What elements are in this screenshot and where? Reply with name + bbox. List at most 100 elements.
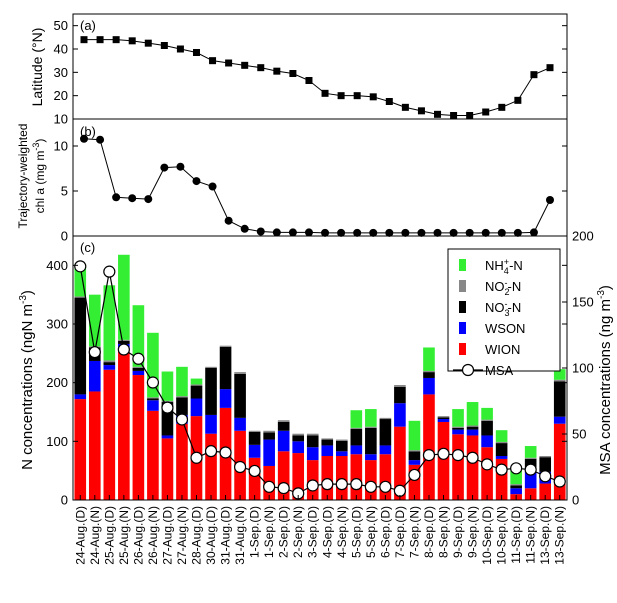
bar-segment-no2-n — [277, 420, 290, 422]
legend-label-wion: WION — [485, 342, 520, 357]
data-point — [385, 228, 394, 237]
bar-segment-no2-n — [234, 372, 246, 374]
panel-c-y-ticks-left: 0 100 200 300 400 — [46, 258, 567, 508]
data-point — [337, 228, 346, 237]
data-point — [144, 39, 152, 47]
msa-point — [451, 449, 465, 462]
panel-c-x-ticks: 24-Aug.(D) 24-Aug.(N) 25-Aug.(D) 25-Aug.(N)… — [73, 495, 567, 565]
y-tick-label: 100 — [46, 434, 68, 449]
msa-point — [233, 460, 247, 474]
bar-segment-wion — [350, 454, 363, 500]
data-point — [417, 228, 426, 237]
bar-segment-no3-n — [118, 341, 130, 344]
msa-point — [306, 479, 319, 492]
x-tick-label: 9-Sep.(D) — [451, 506, 465, 558]
data-point — [144, 195, 153, 204]
bar-segment-wson — [219, 389, 232, 408]
bar-segment-wion — [292, 453, 305, 500]
bar-segment-no3-n — [350, 429, 363, 446]
data-point — [401, 228, 410, 237]
bar-segment-wion — [524, 488, 537, 500]
bar-segment-wion — [118, 348, 130, 500]
msa-point — [480, 458, 494, 471]
x-tick-label: 24-Aug.(N) — [88, 506, 102, 565]
x-tick-label: 2-Sep.(D) — [277, 506, 291, 558]
data-point — [192, 177, 201, 186]
bar-segment-no2-n — [74, 296, 87, 298]
bar-segment-wson — [553, 416, 566, 424]
bar-segment-no2-n — [394, 385, 406, 387]
x-tick-label: 9-Sep.(N) — [466, 506, 480, 558]
data-point — [289, 70, 297, 77]
bar-segment-no2-n — [103, 360, 116, 363]
y-tick-label: 10 — [54, 139, 68, 154]
data-point — [401, 103, 409, 111]
x-tick-label: 5-Sep.(D) — [349, 506, 363, 558]
data-point — [546, 64, 554, 72]
panel-a-label: (a) — [80, 18, 96, 33]
bar-segment-no3-n — [306, 435, 319, 448]
panel-b-y-axis-title-line1: Trajectory-weighted — [16, 124, 30, 229]
bar-segment-wson — [495, 456, 508, 459]
bar-segment-wion — [335, 456, 348, 500]
data-point — [256, 227, 265, 236]
data-point — [305, 77, 313, 84]
legend-box — [447, 248, 561, 372]
x-tick-label: 13-Sep.(N) — [553, 506, 567, 565]
bar-segment-no3-n — [481, 420, 493, 436]
bar-segment-no3-n — [176, 397, 188, 415]
bar-segment-wion — [437, 421, 450, 500]
legend-label-nh4-n: NH4+-N — [485, 257, 523, 276]
msa-point — [74, 260, 87, 273]
panel-a-y-ticks: 10 20 30 40 50 — [54, 18, 567, 127]
data-point — [529, 228, 538, 237]
bar-segment-no2-n — [379, 417, 392, 420]
bar-segment-wson — [335, 451, 348, 456]
legend-swatch-wion — [459, 343, 466, 355]
bar-segment-no3-n — [437, 417, 450, 420]
bar-segment-wion — [481, 447, 493, 500]
bar-segment-no2-n — [466, 425, 479, 427]
bar-segment-wson — [321, 445, 334, 456]
bar-segment-nh4-n — [161, 371, 174, 401]
bar-segment-wson — [350, 445, 363, 455]
msa-point — [204, 445, 218, 458]
bar-segment-wson — [408, 460, 421, 465]
panel-c-y-axis-title-right: MSA concentrations (ng m-3) — [596, 285, 614, 475]
bar-segment-nh4-n — [408, 420, 421, 451]
msa-point — [495, 463, 508, 476]
bar-segment-no3-n — [495, 443, 508, 456]
bar-segment-nh4-n — [481, 407, 493, 420]
bar-segment-no3-n — [510, 485, 522, 489]
bar-segment-no3-n — [190, 385, 203, 399]
bar-segment-no2-n — [263, 430, 275, 433]
msa-point — [379, 480, 392, 493]
bar-segment-wion — [248, 457, 261, 500]
msa-point — [117, 343, 130, 356]
x-tick-label: 10-Sep.(N) — [495, 506, 509, 565]
bar-segment-no2-n — [205, 366, 217, 368]
bar-segment-no3-n — [321, 439, 334, 446]
bar-segment-no2-n — [335, 439, 348, 441]
data-point — [385, 98, 393, 105]
data-point — [80, 134, 88, 143]
data-point — [417, 107, 425, 115]
x-tick-label: 31-Aug.(D) — [219, 506, 233, 565]
x-tick-label: 7-Sep.(N) — [407, 506, 421, 558]
y-right-tick-label: 200 — [572, 229, 594, 244]
bar-segment-no3-n — [248, 431, 261, 445]
data-point — [433, 228, 442, 237]
bar-segment-no2-n — [161, 400, 174, 403]
bar-segment-nh4-n — [350, 410, 363, 428]
x-tick-label: 25-Aug.(D) — [102, 506, 116, 565]
bar-segment-no3-n — [263, 432, 275, 440]
y-tick-label: 400 — [46, 258, 68, 273]
legend-swatch-no2-n — [459, 280, 466, 292]
x-tick-label: 27-Aug.(D) — [160, 506, 174, 565]
bar-segment-nh4-n — [524, 446, 537, 458]
bar-segment-wion — [365, 460, 377, 500]
x-tick-label: 13-Sep.(D) — [538, 506, 552, 565]
bar-segment-no2-n — [306, 433, 319, 436]
x-tick-label: 11-Sep.(D) — [509, 506, 523, 564]
